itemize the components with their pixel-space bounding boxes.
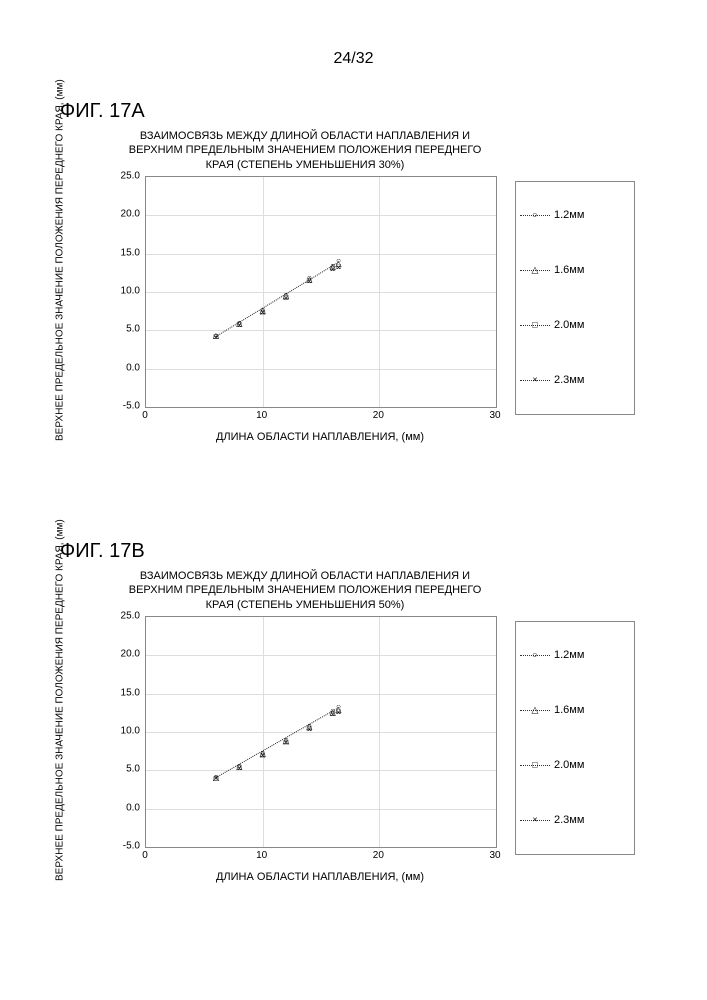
data-point: × (235, 765, 243, 773)
y-axis-label-b: ВЕРХНЕЕ ПРЕДЕЛЬНОЕ ЗНАЧЕНИЕ ПОЛОЖЕНИЯ ПЕ… (55, 631, 66, 881)
data-point: × (212, 334, 220, 342)
figure-label-a: ФИГ. 17A (60, 100, 660, 123)
y-tick: 20.0 (105, 649, 140, 660)
legend-label: 2.3мм (554, 814, 584, 826)
y-tick: 15.0 (105, 687, 140, 698)
legend-b: ○ 1.2мм △ 1.6мм □ 2.0мм × 2.3мм (515, 621, 635, 855)
legend-label: 2.3мм (554, 374, 584, 386)
legend-label: 1.2мм (554, 209, 584, 221)
y-tick: 5.0 (105, 324, 140, 335)
legend-marker-icon: × (520, 815, 550, 825)
y-tick: 5.0 (105, 764, 140, 775)
y-tick: 25.0 (105, 170, 140, 181)
data-point: × (212, 775, 220, 783)
legend-marker-icon: ○ (520, 650, 550, 660)
legend-marker-icon: △ (520, 265, 550, 275)
data-point: × (335, 264, 343, 272)
y-tick: -5.0 (105, 840, 140, 851)
data-point: × (305, 726, 313, 734)
chart-title-a: ВЗАИМОСВЯЗЬ МЕЖДУ ДЛИНОЙ ОБЛАСТИ НАПЛАВЛ… (120, 129, 490, 172)
plot-area-a: ○○○○○○○△△△△△△△□□□□□□□××××××× (145, 176, 497, 408)
legend-marker-icon: □ (520, 760, 550, 770)
legend-label: 1.2мм (554, 649, 584, 661)
legend-label: 2.0мм (554, 759, 584, 771)
x-tick: 10 (256, 410, 267, 421)
legend-item: □ 2.0мм (520, 759, 630, 771)
legend-item: × 2.3мм (520, 814, 630, 826)
x-tick: 30 (489, 410, 500, 421)
legend-item: △ 1.6мм (520, 264, 630, 276)
chart-wrap-a: ВЕРХНЕЕ ПРЕДЕЛЬНОЕ ЗНАЧЕНИЕ ПОЛОЖЕНИЯ ПЕ… (60, 176, 660, 456)
data-point: × (259, 309, 267, 317)
legend-marker-icon: □ (520, 320, 550, 330)
y-axis-label-a: ВЕРХНЕЕ ПРЕДЕЛЬНОЕ ЗНАЧЕНИЕ ПОЛОЖЕНИЯ ПЕ… (55, 191, 66, 441)
x-axis-label-b: ДЛИНА ОБЛАСТИ НАПЛАВЛЕНИЯ, (мм) (145, 871, 495, 883)
legend-label: 2.0мм (554, 319, 584, 331)
x-axis-label-a: ДЛИНА ОБЛАСТИ НАПЛАВЛЕНИЯ, (мм) (145, 431, 495, 443)
y-tick: 10.0 (105, 725, 140, 736)
legend-item: ○ 1.2мм (520, 209, 630, 221)
y-tick: 0.0 (105, 802, 140, 813)
data-point: × (335, 709, 343, 717)
data-point: × (235, 322, 243, 330)
legend-a: ○ 1.2мм △ 1.6мм □ 2.0мм × 2.3мм (515, 181, 635, 415)
legend-item: ○ 1.2мм (520, 649, 630, 661)
legend-marker-icon: △ (520, 705, 550, 715)
x-tick: 20 (373, 410, 384, 421)
y-tick: -5.0 (105, 400, 140, 411)
legend-item: × 2.3мм (520, 374, 630, 386)
legend-marker-icon: ○ (520, 210, 550, 220)
data-point: × (259, 752, 267, 760)
x-tick: 10 (256, 850, 267, 861)
y-tick: 25.0 (105, 610, 140, 621)
legend-label: 1.6мм (554, 264, 584, 276)
x-tick: 20 (373, 850, 384, 861)
page: 24/32 ФИГ. 17A ВЗАИМОСВЯЗЬ МЕЖДУ ДЛИНОЙ … (0, 0, 707, 1000)
y-tick: 0.0 (105, 362, 140, 373)
x-tick: 0 (142, 410, 148, 421)
data-point: × (282, 295, 290, 303)
legend-label: 1.6мм (554, 704, 584, 716)
figure-17a: ФИГ. 17A ВЗАИМОСВЯЗЬ МЕЖДУ ДЛИНОЙ ОБЛАСТ… (60, 100, 660, 456)
data-point: × (305, 278, 313, 286)
page-number: 24/32 (0, 50, 707, 68)
figure-17b: ФИГ. 17B ВЗАИМОСВЯЗЬ МЕЖДУ ДЛИНОЙ ОБЛАСТ… (60, 540, 660, 896)
chart-title-b: ВЗАИМОСВЯЗЬ МЕЖДУ ДЛИНОЙ ОБЛАСТИ НАПЛАВЛ… (120, 569, 490, 612)
data-point: × (282, 739, 290, 747)
y-tick: 15.0 (105, 247, 140, 258)
legend-item: △ 1.6мм (520, 704, 630, 716)
plot-area-b: ○○○○○○○△△△△△△△□□□□□□□××××××× (145, 616, 497, 848)
figure-label-b: ФИГ. 17B (60, 540, 660, 563)
y-tick: 10.0 (105, 285, 140, 296)
legend-item: □ 2.0мм (520, 319, 630, 331)
legend-marker-icon: × (520, 375, 550, 385)
x-tick: 30 (489, 850, 500, 861)
x-tick: 0 (142, 850, 148, 861)
y-tick: 20.0 (105, 209, 140, 220)
chart-wrap-b: ВЕРХНЕЕ ПРЕДЕЛЬНОЕ ЗНАЧЕНИЕ ПОЛОЖЕНИЯ ПЕ… (60, 616, 660, 896)
